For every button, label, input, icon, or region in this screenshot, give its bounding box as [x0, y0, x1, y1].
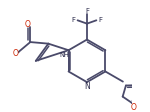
Text: F: F: [72, 17, 76, 23]
Text: NH: NH: [59, 52, 69, 57]
Text: O: O: [12, 48, 18, 57]
Text: O: O: [25, 20, 31, 29]
Text: N: N: [84, 81, 90, 90]
Text: F: F: [85, 8, 89, 14]
Text: O: O: [131, 102, 137, 111]
Text: F: F: [98, 17, 102, 23]
